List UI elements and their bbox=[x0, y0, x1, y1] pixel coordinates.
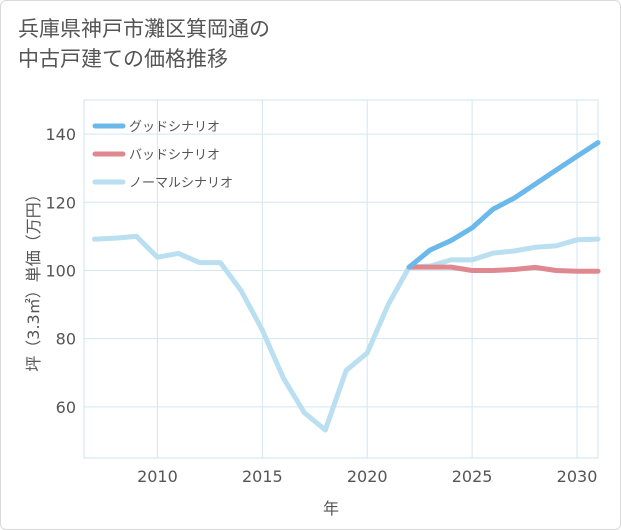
x-axis-ticks: 2010 2015 2020 2025 2030 bbox=[137, 467, 597, 486]
x-tick-label: 2025 bbox=[452, 467, 493, 486]
grid-lines bbox=[84, 100, 598, 458]
legend-label-1: バッドシナリオ bbox=[129, 148, 220, 163]
series-line-0 bbox=[406, 140, 601, 270]
chart-title: 兵庫県神戸市灘区箕岡通の 中古戸建ての価格推移 bbox=[18, 14, 438, 74]
y-tick-label: 60 bbox=[56, 398, 76, 417]
x-axis-label: 年 bbox=[323, 499, 339, 518]
series-line-1 bbox=[406, 264, 601, 274]
y-axis-ticks: 60 80 100 120 140 bbox=[45, 125, 76, 417]
y-tick-label: 100 bbox=[45, 261, 76, 280]
x-tick-label: 2030 bbox=[557, 467, 598, 486]
x-tick-label: 2020 bbox=[347, 467, 388, 486]
chart-title-line-2: 中古戸建ての価格推移 bbox=[18, 47, 228, 71]
y-tick-label: 120 bbox=[45, 193, 76, 212]
x-tick-label: 2010 bbox=[137, 467, 178, 486]
legend-label-0: グッドシナリオ bbox=[129, 120, 220, 135]
plot-area bbox=[83, 99, 599, 459]
x-tick-label: 2015 bbox=[242, 467, 283, 486]
legend-label-2: ノーマルシナリオ bbox=[129, 176, 233, 191]
y-axis-label: 坪（3.3㎡）単価（万円） bbox=[24, 186, 43, 371]
y-tick-label: 80 bbox=[56, 330, 76, 349]
y-tick-label: 140 bbox=[45, 125, 76, 144]
series-lines bbox=[92, 140, 601, 433]
chart-title-line-1: 兵庫県神戸市灘区箕岡通の bbox=[18, 17, 270, 41]
series-line-2 bbox=[92, 233, 601, 433]
